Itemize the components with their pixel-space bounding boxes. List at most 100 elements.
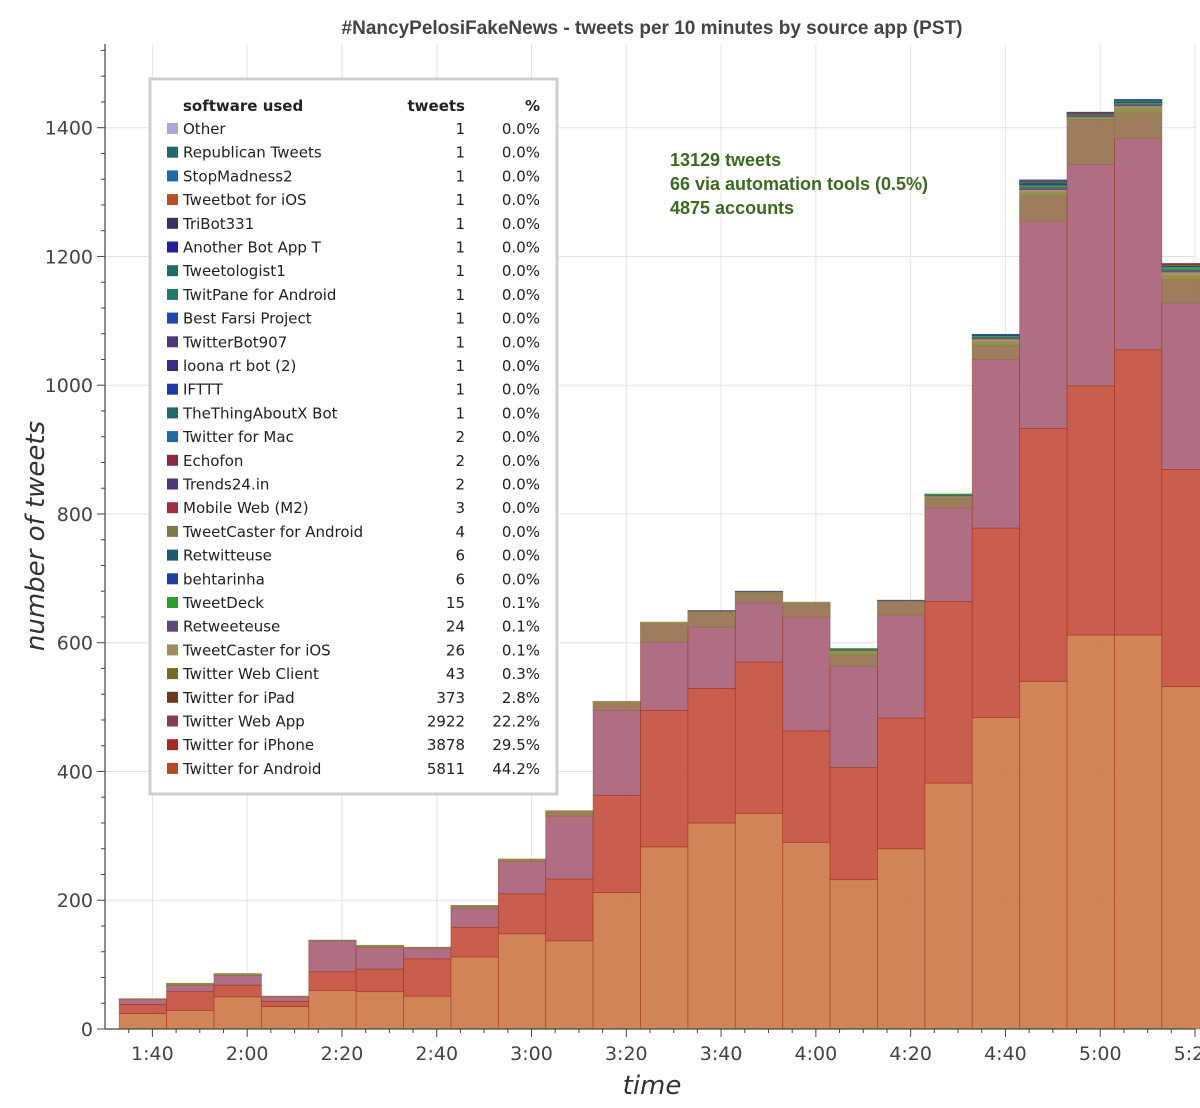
bar-segment [734, 602, 784, 663]
bar-segment [166, 991, 215, 1011]
legend-entry-percent: 0.3% [502, 665, 540, 683]
legend-swatch [167, 194, 178, 206]
bar-segment [687, 688, 736, 824]
bar-segment [166, 984, 215, 993]
bar-segment [450, 926, 499, 958]
bar-segment [497, 858, 547, 861]
legend-entry-count: 15 [446, 594, 465, 612]
legend-entry-name: Other [183, 120, 226, 138]
legend-entry-count: 2 [455, 452, 465, 470]
legend-entry-name: TheThingAboutX Bot [182, 404, 338, 422]
bar-segment [782, 601, 831, 604]
legend-header-percent: % [525, 97, 540, 115]
bar-segment [1114, 349, 1163, 636]
bar-segment [1114, 112, 1163, 140]
x-tick-label: 5:20 [1174, 1043, 1200, 1065]
bar-segment [734, 812, 784, 1030]
x-tick-label: 1:40 [131, 1043, 174, 1065]
bar-segment [1114, 98, 1163, 101]
legend-entry-count: 6 [455, 570, 465, 588]
bar-segment [308, 939, 357, 942]
bar-segment [1019, 680, 1068, 1030]
legend-entry-name: Another Bot App T [183, 239, 322, 257]
legend-entry-percent: 0.0% [502, 499, 540, 517]
bar-segment [829, 654, 878, 667]
legend-entry-count: 2 [455, 476, 465, 494]
legend-swatch [167, 762, 178, 774]
legend-entry-name: TwitterBot907 [182, 333, 287, 351]
bar-segment [1161, 302, 1200, 470]
x-tick-label: 2:00 [226, 1043, 269, 1065]
legend-entry-count: 1 [455, 310, 465, 328]
bar-segment [118, 1004, 168, 1014]
legend-header-name: software used [183, 97, 303, 115]
legend-swatch [167, 691, 178, 703]
x-tick-label: 4:20 [889, 1043, 932, 1065]
legend-entry-name: Twitter for iPad [182, 689, 295, 707]
legend-entry-count: 1 [455, 144, 465, 162]
legend-entry-name: Twitter for Android [182, 760, 321, 778]
legend-entry-percent: 0.1% [502, 594, 540, 612]
legend-entry-count: 1 [455, 262, 465, 280]
bar-segment [734, 593, 784, 604]
legend-entry-count: 1 [455, 120, 465, 138]
legend-swatch [167, 431, 178, 443]
bar-segment [829, 767, 878, 881]
legend-swatch [167, 383, 178, 395]
y-tick-label: 400 [57, 761, 93, 783]
bar-segment [924, 782, 973, 1030]
legend-entry-name: Retweeteuse [183, 618, 280, 636]
bars-layer [118, 98, 1200, 1030]
bar-segment [166, 982, 215, 985]
bar-segment [1161, 275, 1200, 281]
bar-segment [734, 590, 784, 593]
bar-segment [1019, 427, 1068, 682]
legend-entry-name: Echofon [183, 452, 243, 470]
legend-swatch [167, 288, 178, 300]
bar-segment [545, 815, 594, 880]
legend-entry-count: 1 [455, 191, 465, 209]
bar-segment [877, 614, 926, 719]
legend-header-tweets: tweets [408, 97, 466, 115]
x-axis-label: time [623, 1071, 682, 1101]
bar-segment [403, 995, 452, 1030]
bar-segment [971, 527, 1021, 718]
bar-segment [1161, 263, 1200, 265]
bar-segment [403, 946, 452, 949]
legend-entry-name: StopMadness2 [183, 167, 293, 185]
bar-segment [592, 702, 641, 711]
legend-entry-name: Twitter Web Client [182, 665, 319, 683]
bar-segment [877, 601, 926, 616]
bar-segment [687, 626, 736, 689]
legend-entry-name: loona rt bot (2) [183, 357, 296, 375]
bar-segment [450, 907, 499, 928]
bar-segment [1066, 634, 1115, 1030]
legend-entry-count: 1 [455, 239, 465, 257]
bar-segment [1161, 469, 1200, 687]
legend-entry-count: 6 [455, 547, 465, 565]
x-tick-label: 3:40 [700, 1043, 743, 1065]
legend-entry-name: TweetCaster for Android [182, 523, 363, 541]
legend-entry-count: 1 [455, 333, 465, 351]
legend-entry-percent: 0.0% [502, 262, 540, 280]
bar-segment [924, 507, 973, 602]
legend-swatch [167, 217, 178, 229]
axes: 0 200 400 600 800 1000 1200 1400 1:40 2:00 2:20 2:4… [45, 44, 1200, 1065]
bar-segment [308, 989, 357, 1030]
bar-segment [403, 947, 452, 960]
legend-entry-count: 373 [436, 689, 465, 707]
legend-entry-percent: 0.0% [502, 191, 540, 209]
bar-segment [924, 498, 973, 509]
bar-segment [213, 984, 262, 998]
y-tick-label: 0 [81, 1019, 93, 1041]
bar-segment [829, 879, 878, 1030]
bar-segment [1066, 111, 1115, 114]
x-tick-label: 4:40 [984, 1043, 1027, 1065]
bar-segment [592, 892, 641, 1030]
legend-swatch [167, 644, 178, 656]
legend-swatch [167, 597, 178, 608]
legend-entry-percent: 0.0% [502, 547, 540, 565]
bar-segment [640, 641, 689, 711]
bar-segment [545, 810, 594, 817]
